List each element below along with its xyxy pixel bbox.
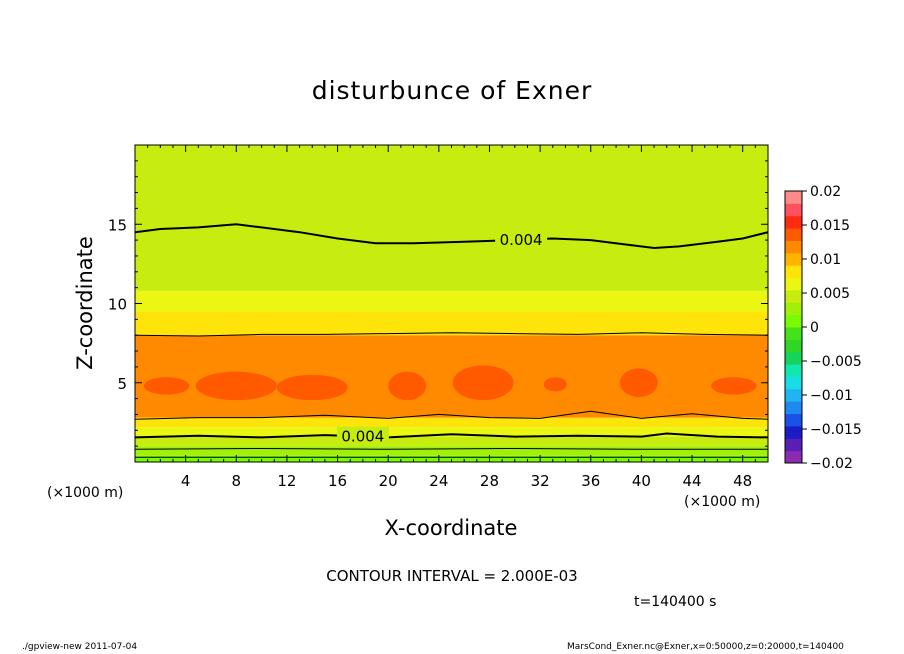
- y-axis-ticks: 5 10 15: [108, 160, 768, 447]
- contour-line-4: [135, 447, 768, 450]
- colorbar-label-6: −0.01: [810, 388, 853, 404]
- colorbar: [784, 190, 803, 464]
- contour-interval-label: CONTOUR INTERVAL = 2.000E-03: [326, 567, 578, 585]
- colorbar-segment-20: [785, 203, 802, 217]
- colorbar-segment-13: [785, 289, 802, 303]
- x-axis-unit: (×1000 m): [684, 494, 760, 510]
- colorbar-label-1: 0.015: [810, 218, 850, 234]
- x-tick-label-9: 40: [632, 472, 651, 490]
- x-tick-label-10: 44: [682, 472, 701, 490]
- colorbar-label-4: 0: [810, 320, 819, 336]
- x-tick-label-7: 32: [531, 472, 550, 490]
- high-patch-3: [388, 371, 427, 401]
- colorbar-segment-1: [785, 438, 802, 452]
- y-axis-title: Z-coordinate: [73, 236, 97, 370]
- contour-band-3: [135, 427, 768, 437]
- contour-line-3: [135, 432, 768, 439]
- colorbar-segment-7: [785, 364, 802, 377]
- x-tick-label-1: 8: [232, 472, 242, 490]
- colorbar-segment-15: [785, 265, 802, 279]
- colorbar-segment-16: [785, 252, 802, 266]
- colorbar-segment-5: [785, 388, 802, 402]
- colorbar-segment-8: [785, 351, 802, 365]
- high-patch-2: [276, 374, 348, 401]
- contour-band-7: [135, 290, 768, 312]
- colorbar-segment-4: [785, 401, 802, 415]
- high-patch-1: [195, 371, 277, 401]
- contour-band-4: [135, 417, 768, 428]
- colorbar-label-3: 0.005: [810, 286, 850, 302]
- high-patch-5: [543, 377, 567, 392]
- x-tick-label-0: 4: [181, 472, 191, 490]
- contour-band-8: [135, 145, 768, 291]
- colorbar-segment-21: [785, 191, 802, 204]
- colorbar-segment-0: [785, 450, 802, 464]
- colorbar-segment-14: [785, 277, 802, 291]
- colorbar-segment-6: [785, 376, 802, 390]
- x-tick-label-4: 20: [379, 472, 398, 490]
- colorbar-label-5: −0.005: [810, 354, 862, 370]
- contour-labels: 0.004 0.004: [336, 230, 548, 446]
- contour-line-1: [135, 332, 768, 337]
- x-tick-label-5: 24: [429, 472, 448, 490]
- high-patch-6: [619, 368, 658, 398]
- colorbar-labels: 0.02 0.015 0.01 0.005 0 −0.005 −0.01 −0.015 −0.0…: [802, 184, 862, 472]
- x-tick-label-6: 28: [480, 472, 499, 490]
- contour-label-bg-1: [336, 426, 389, 445]
- filled-contour-bands: [135, 145, 768, 462]
- contour-line-2: [135, 410, 768, 420]
- colorbar-segment-12: [785, 302, 802, 316]
- y-tick-label-2: 15: [108, 216, 127, 234]
- y-axis-unit: (×1000 m): [47, 485, 123, 501]
- colorbar-segment-11: [785, 314, 802, 328]
- contour-lines: [135, 223, 768, 458]
- contour-label-1: 0.004: [341, 428, 384, 446]
- high-patch-7: [711, 377, 757, 395]
- contour-band-2: [135, 436, 768, 447]
- y-tick-label-1: 10: [108, 296, 127, 314]
- high-patch-0: [143, 377, 190, 395]
- colorbar-label-0: 0.02: [810, 184, 841, 200]
- contour-label-0: 0.004: [500, 231, 543, 249]
- time-label: t=140400 s: [634, 594, 717, 610]
- x-axis-ticks: 4 8 12 16 20 24 28 32 36 40 44 48: [147, 145, 756, 490]
- contour-line-0: [135, 223, 768, 250]
- footer-source: MarsCond_Exner.nc@Exner,x=0:50000,z=0:20…: [567, 642, 844, 652]
- x-tick-label-8: 36: [581, 472, 600, 490]
- contour-band-1: [135, 446, 768, 456]
- high-patch-4: [452, 365, 514, 401]
- colorbar-segment-3: [785, 413, 802, 427]
- x-tick-label-11: 48: [733, 472, 752, 490]
- colorbar-segment-2: [785, 425, 802, 439]
- high-value-patches: [143, 365, 757, 401]
- colorbar-segment-9: [785, 339, 802, 353]
- x-tick-label-3: 16: [328, 472, 347, 490]
- footer-command-date: ./gpview-new 2011-07-04: [22, 642, 138, 652]
- colorbar-label-2: 0.01: [810, 252, 841, 268]
- x-tick-label-2: 12: [277, 472, 296, 490]
- colorbar-segment-19: [785, 215, 802, 229]
- x-axis-title: X-coordinate: [385, 516, 518, 540]
- colorbar-label-7: −0.015: [810, 422, 862, 438]
- contour-band-6: [135, 311, 768, 336]
- colorbar-segment-10: [785, 327, 802, 340]
- contour-band-0: [135, 455, 768, 462]
- colorbar-label-8: −0.02: [810, 456, 853, 472]
- colorbar-segment-18: [785, 228, 802, 241]
- y-tick-label-0: 5: [117, 375, 127, 393]
- chart-title: disturbunce of Exner: [311, 76, 593, 105]
- colorbar-segment-17: [785, 240, 802, 254]
- contour-label-bg-0: [495, 230, 548, 249]
